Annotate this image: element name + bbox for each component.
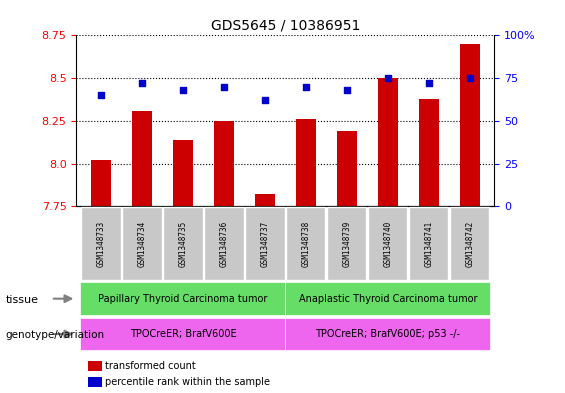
Title: GDS5645 / 10386951: GDS5645 / 10386951 xyxy=(211,19,360,33)
Bar xyxy=(172,140,193,206)
Point xyxy=(260,97,270,103)
Point xyxy=(424,80,433,86)
Point xyxy=(465,75,474,81)
Bar xyxy=(295,119,316,206)
Bar xyxy=(286,207,325,280)
Text: genotype/variation: genotype/variation xyxy=(6,330,105,340)
Bar xyxy=(377,78,398,206)
Bar xyxy=(214,121,234,206)
Bar xyxy=(245,207,285,280)
Point xyxy=(179,87,188,93)
Bar xyxy=(204,207,244,280)
Bar xyxy=(459,44,480,206)
Bar xyxy=(163,207,202,280)
Bar xyxy=(90,160,111,206)
Text: tissue: tissue xyxy=(6,295,38,305)
Bar xyxy=(132,110,152,206)
Text: GSM1348741: GSM1348741 xyxy=(424,220,433,267)
Bar xyxy=(419,99,439,206)
Text: transformed count: transformed count xyxy=(105,361,195,371)
Text: GSM1348734: GSM1348734 xyxy=(137,220,146,267)
Bar xyxy=(81,207,120,280)
Text: GSM1348733: GSM1348733 xyxy=(97,220,105,267)
Point xyxy=(97,92,106,98)
Text: GSM1348739: GSM1348739 xyxy=(342,220,351,267)
Text: TPOCreER; BrafV600E: TPOCreER; BrafV600E xyxy=(129,329,236,339)
Text: GSM1348738: GSM1348738 xyxy=(301,220,310,267)
Text: percentile rank within the sample: percentile rank within the sample xyxy=(105,377,270,387)
Bar xyxy=(80,283,285,315)
Bar xyxy=(285,283,490,315)
Bar xyxy=(450,207,489,280)
Point xyxy=(301,84,310,90)
Text: Papillary Thyroid Carcinoma tumor: Papillary Thyroid Carcinoma tumor xyxy=(98,294,268,304)
Point xyxy=(383,75,392,81)
Bar xyxy=(80,318,285,350)
Bar xyxy=(327,207,367,280)
Bar xyxy=(337,131,357,206)
Bar xyxy=(255,195,275,206)
Bar xyxy=(285,318,490,350)
Point xyxy=(342,87,351,93)
Text: GSM1348742: GSM1348742 xyxy=(466,220,474,267)
Point xyxy=(219,84,228,90)
Bar xyxy=(409,207,449,280)
Text: GSM1348735: GSM1348735 xyxy=(179,220,188,267)
Point xyxy=(137,80,146,86)
Text: GSM1348736: GSM1348736 xyxy=(219,220,228,267)
Text: TPOCreER; BrafV600E; p53 -/-: TPOCreER; BrafV600E; p53 -/- xyxy=(315,329,460,339)
Bar xyxy=(368,207,407,280)
Text: Anaplastic Thyroid Carcinoma tumor: Anaplastic Thyroid Carcinoma tumor xyxy=(298,294,477,304)
Bar xyxy=(122,207,162,280)
Text: GSM1348740: GSM1348740 xyxy=(383,220,392,267)
Text: GSM1348737: GSM1348737 xyxy=(260,220,270,267)
